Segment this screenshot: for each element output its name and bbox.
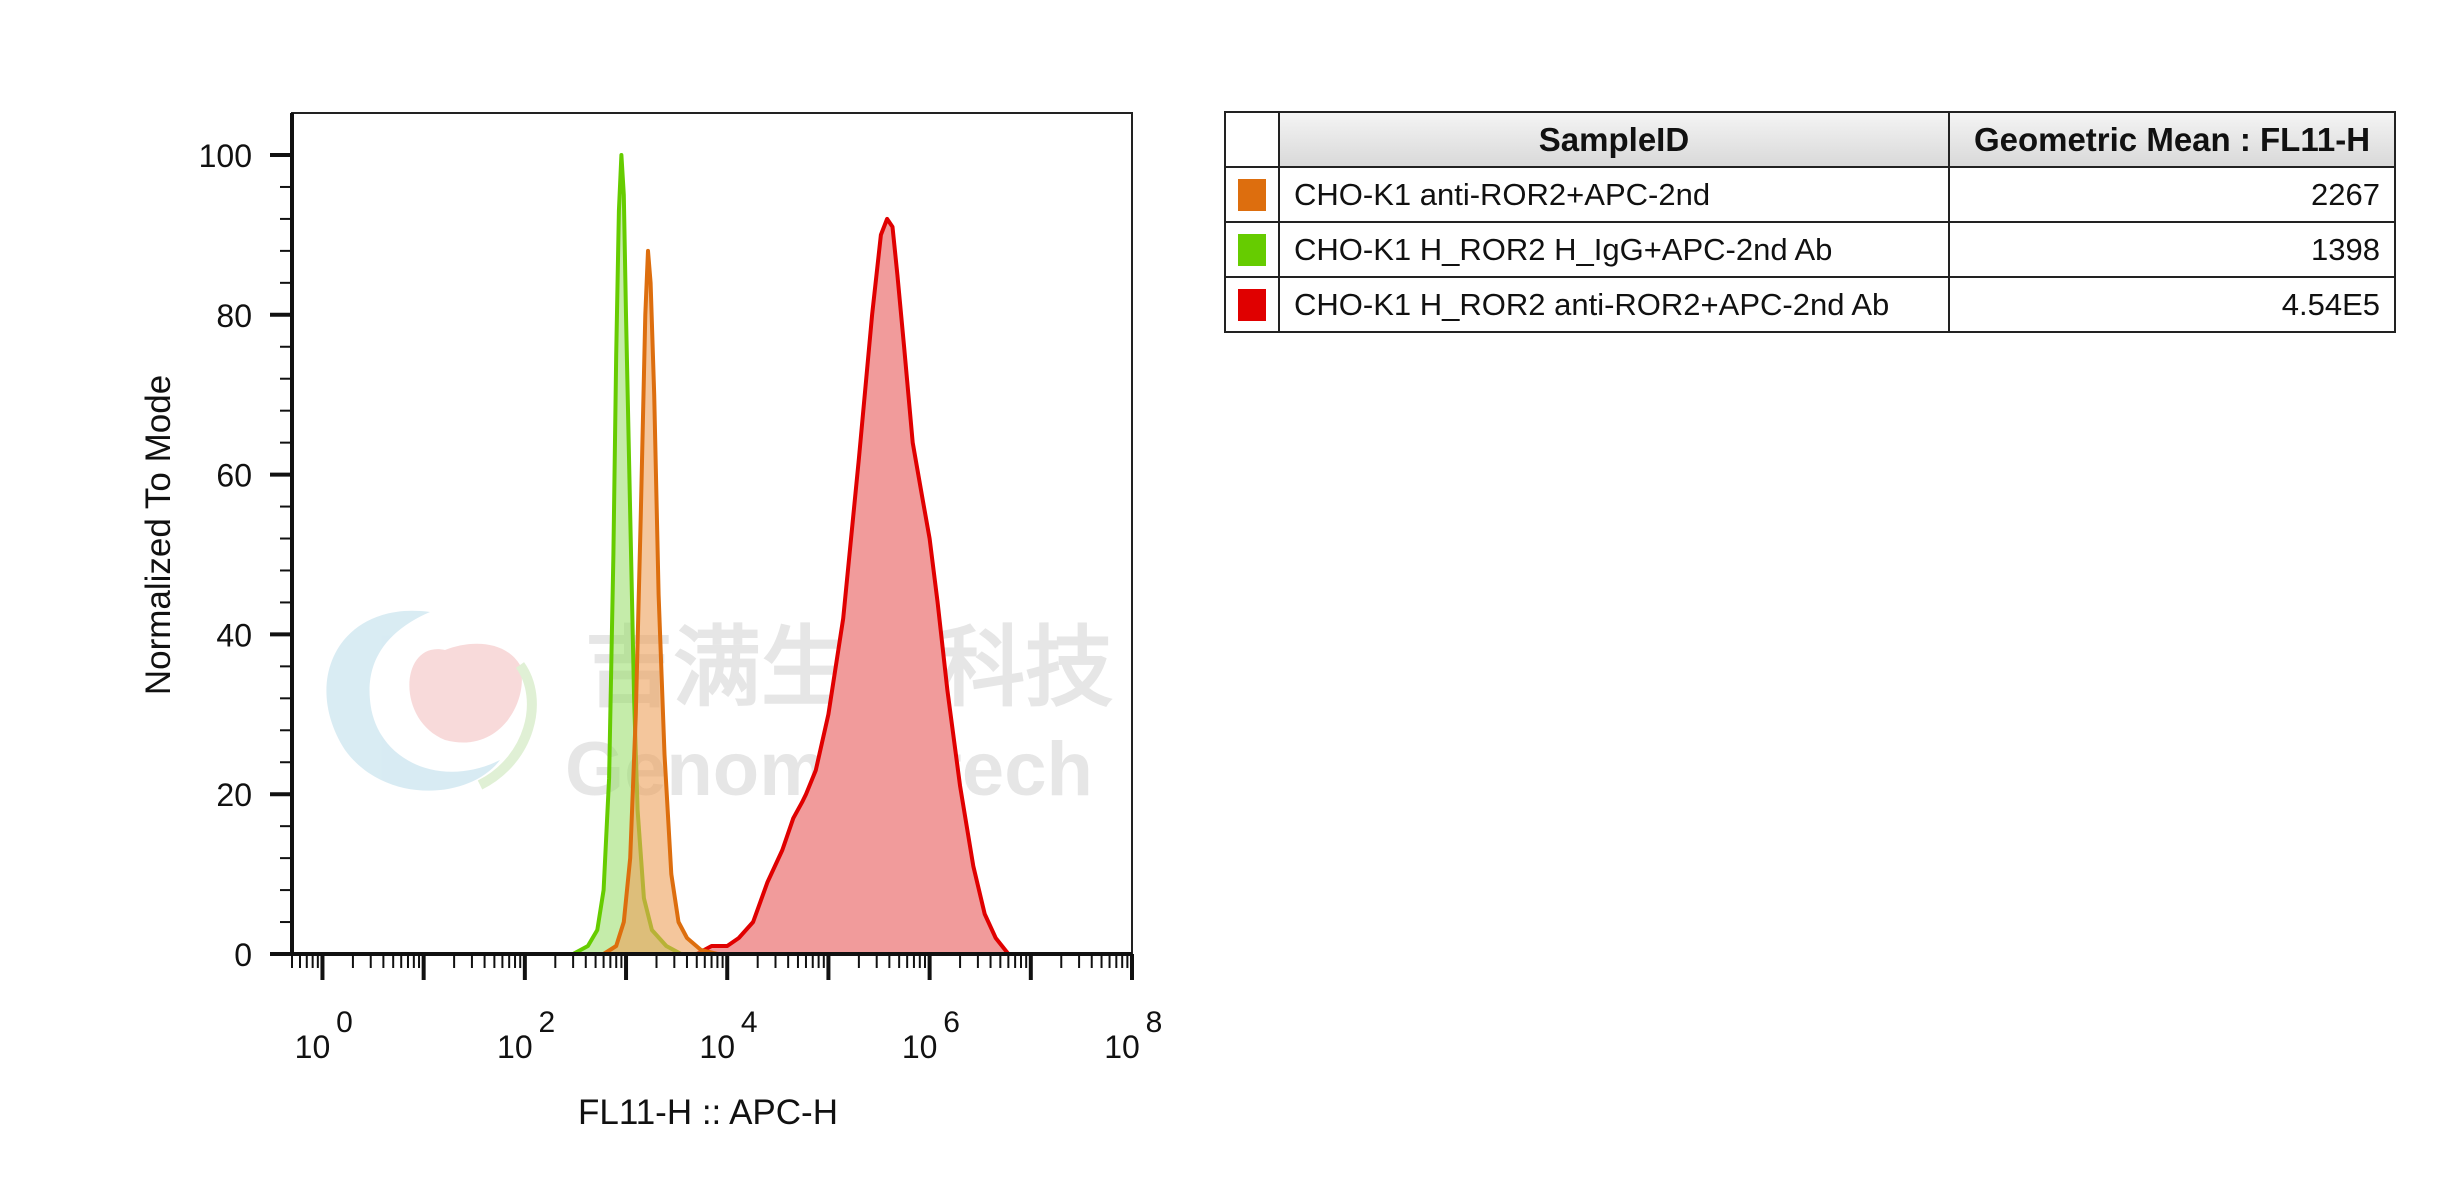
y-axis: 0 20 40 60 80 100 bbox=[199, 113, 294, 973]
series-0-area bbox=[292, 218, 1132, 954]
table-row: CHO-K1 H_ROR2 anti-ROR2+APC-2nd Ab 4.54E5 bbox=[1224, 276, 2396, 333]
y-tick-label: 60 bbox=[216, 458, 252, 494]
series-0-line bbox=[292, 216, 1132, 956]
color-swatch bbox=[1238, 233, 1266, 266]
swatch-cell bbox=[1224, 276, 1280, 333]
legend-corner-cell bbox=[1224, 111, 1280, 168]
y-tick-label: 80 bbox=[216, 298, 252, 334]
table-row: CHO-K1 H_ROR2 H_IgG+APC-2nd Ab 1398 bbox=[1224, 221, 2396, 278]
y-tick-label: 20 bbox=[216, 777, 252, 813]
sample-id-cell: CHO-K1 anti-ROR2+APC-2nd bbox=[1278, 166, 1950, 223]
y-tick-label: 40 bbox=[216, 617, 252, 653]
x-tick-label-exponent: 4 bbox=[741, 1006, 758, 1039]
sample-id-header: SampleID bbox=[1278, 111, 1950, 168]
x-tick-label-base: 10 bbox=[497, 1029, 533, 1065]
sample-id-cell: CHO-K1 H_ROR2 anti-ROR2+APC-2nd Ab bbox=[1278, 276, 1950, 333]
legend-header-row: SampleID Geometric Mean : FL11-H bbox=[1224, 111, 2396, 168]
x-tick-label-exponent: 0 bbox=[336, 1006, 353, 1039]
y-tick-label: 0 bbox=[234, 937, 252, 973]
plot-frame bbox=[291, 112, 1133, 955]
geometric-mean-cell: 2267 bbox=[1948, 166, 2396, 223]
swatch-cell bbox=[1224, 166, 1280, 223]
watermark-logo bbox=[326, 610, 537, 791]
x-tick-label-base: 10 bbox=[699, 1029, 735, 1065]
x-tick-label-exponent: 8 bbox=[1146, 1006, 1163, 1039]
x-tick-label-base: 10 bbox=[1104, 1029, 1140, 1065]
y-tick-label: 100 bbox=[199, 138, 252, 174]
legend-table: SampleID Geometric Mean : FL11-H CHO-K1 … bbox=[1224, 111, 2396, 333]
color-swatch bbox=[1238, 178, 1266, 211]
series-1-area bbox=[292, 155, 1132, 954]
swatch-cell bbox=[1224, 221, 1280, 278]
series-2-area bbox=[292, 250, 1132, 954]
x-tick-label-exponent: 2 bbox=[539, 1006, 556, 1039]
x-tick-label-exponent: 6 bbox=[943, 1006, 960, 1039]
x-tick-label-base: 10 bbox=[295, 1029, 331, 1065]
geometric-mean-header: Geometric Mean : FL11-H bbox=[1948, 111, 2396, 168]
sample-id-cell: CHO-K1 H_ROR2 H_IgG+APC-2nd Ab bbox=[1278, 221, 1950, 278]
table-row: CHO-K1 anti-ROR2+APC-2nd 2267 bbox=[1224, 166, 2396, 223]
y-axis-label: Normalized To Mode bbox=[139, 375, 178, 695]
series-layer bbox=[292, 153, 1132, 956]
x-tick-label-base: 10 bbox=[902, 1029, 938, 1065]
series-2-line bbox=[292, 248, 1132, 956]
geometric-mean-cell: 4.54E5 bbox=[1948, 276, 2396, 333]
legend-body: CHO-K1 anti-ROR2+APC-2nd 2267 CHO-K1 H_ROR… bbox=[1224, 166, 2396, 333]
geometric-mean-cell: 1398 bbox=[1948, 221, 2396, 278]
x-axis-label: FL11-H :: APC-H bbox=[578, 1093, 838, 1132]
color-swatch bbox=[1238, 288, 1266, 321]
watermark: 吉满生物科技 Genomeditech bbox=[326, 610, 1113, 812]
series-1-line bbox=[292, 153, 1132, 956]
